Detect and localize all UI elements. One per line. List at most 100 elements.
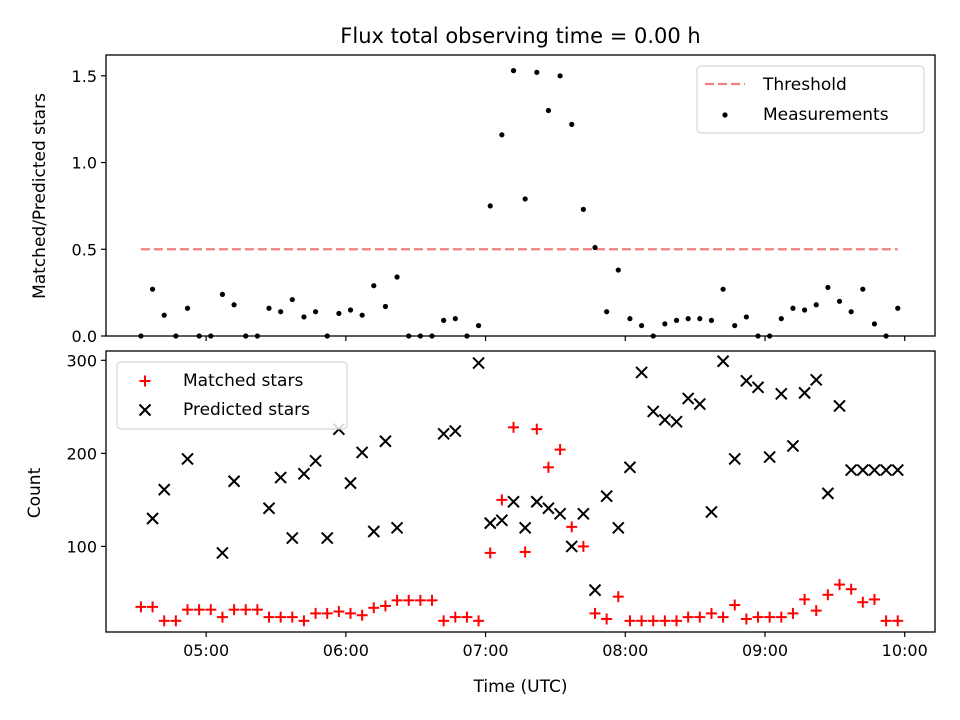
measurement-point (522, 196, 528, 202)
measurement-point (452, 316, 458, 322)
predicted-star-point (484, 516, 497, 530)
measurement-point (289, 296, 295, 303)
matched-star-point (298, 615, 310, 627)
measurement-point (685, 316, 691, 322)
matched-star-point (519, 546, 531, 558)
matched-star-point (135, 601, 147, 613)
measurement-point (149, 286, 156, 292)
measurement-point (790, 305, 796, 311)
measurement-point (615, 267, 621, 273)
measurement-point (545, 107, 552, 114)
legend-measurements-label: Measurements (763, 105, 889, 125)
measurement-point (708, 317, 715, 323)
legend-predicted-swatch (138, 403, 152, 417)
matched-star-point (542, 461, 554, 473)
matched-star-point (275, 611, 287, 623)
predicted-star-point (367, 525, 381, 538)
matched-star-point (426, 594, 438, 606)
predicted-star-point (728, 452, 741, 466)
predicted-star-point (286, 531, 299, 545)
measurement-point (557, 73, 563, 79)
count-y-tick-label: 100 (66, 537, 97, 556)
measurement-point (382, 303, 389, 310)
matched-star-point (694, 611, 706, 623)
matched-star-point (682, 611, 694, 623)
matched-star-point (321, 607, 333, 619)
x-axis-label: Time (UTC) (473, 677, 568, 697)
predicted-star-point (833, 399, 846, 413)
matched-star-point (251, 604, 263, 616)
matched-star-point (263, 611, 275, 623)
chart-title: Flux total observing time = 0.00 h (340, 24, 700, 48)
matched-star-point (333, 606, 345, 618)
predicted-star-point (507, 495, 520, 508)
predicted-star-point (693, 397, 707, 411)
x-tick-label: 10:00 (882, 641, 928, 660)
measurement-point (662, 321, 668, 327)
matched-star-point (147, 601, 159, 613)
count-legend: Matched stars Predicted stars (116, 361, 348, 430)
measurement-point (510, 68, 517, 74)
predicted-star-point (565, 540, 578, 553)
measurement-point (580, 206, 586, 212)
matched-star-point (880, 615, 892, 627)
predicted-star-point (262, 502, 276, 515)
predicted-star-point (390, 521, 404, 534)
matched-star-point (182, 604, 194, 616)
count-y-axis-label: Count (25, 467, 45, 518)
matched-star-point (403, 594, 415, 606)
ratio-legend-box (696, 65, 925, 134)
matched-star-point (857, 596, 869, 608)
predicted-star-point (879, 463, 893, 477)
matched-star-point (647, 615, 659, 627)
predicted-star-point (518, 521, 532, 534)
matched-star-point (379, 600, 391, 612)
predicted-star-point (612, 521, 625, 534)
predicted-star-point (530, 495, 544, 508)
measurement-point (732, 322, 738, 329)
matched-star-point (193, 604, 205, 616)
count-legend-box (116, 361, 348, 430)
predicted-star-point (856, 463, 870, 477)
predicted-star-point (181, 452, 194, 466)
measurement-point (359, 312, 365, 318)
measurement-point (278, 309, 284, 315)
measurement-point (534, 69, 540, 75)
measurement-point (801, 307, 808, 313)
matched-star-point (158, 615, 170, 627)
matched-star-point (170, 615, 182, 627)
matched-star-point (799, 593, 811, 605)
measurement-point (720, 286, 726, 292)
count-plot-frame (105, 350, 936, 633)
legend-measurements-swatch (722, 112, 728, 118)
predicted-star-point (868, 463, 881, 477)
matched-star-point (787, 607, 799, 619)
matched-star-point (205, 604, 217, 616)
count-y-tick-label: 300 (66, 351, 97, 370)
legend-predicted-label: Predicted stars (183, 400, 310, 420)
legend-threshold-label: Threshold (762, 75, 847, 95)
matched-star-point (449, 611, 461, 623)
x-tick-label: 06:00 (323, 641, 369, 660)
predicted-star-point (658, 413, 672, 427)
matched-star-point (624, 615, 636, 627)
matched-star-point (752, 611, 764, 623)
measurement-point (871, 321, 878, 327)
ratio-legend: Threshold Measurements (696, 65, 925, 134)
matched-star-point (834, 579, 846, 591)
predicted-star-point (635, 366, 648, 379)
matched-star-point (612, 591, 624, 603)
predicted-star-point (472, 356, 485, 370)
predicted-star-point (355, 446, 369, 459)
measurement-point (499, 132, 505, 138)
predicted-star-point (821, 487, 835, 500)
predicted-star-point (158, 483, 171, 496)
measurement-point (604, 309, 610, 315)
measurement-point (301, 314, 307, 320)
measurement-point (569, 121, 575, 127)
predicted-star-point (542, 502, 555, 515)
predicted-star-point (588, 583, 602, 597)
predicted-star-point (227, 475, 241, 488)
predicted-star-point (344, 476, 357, 490)
ratio-plot-frame (105, 54, 936, 337)
